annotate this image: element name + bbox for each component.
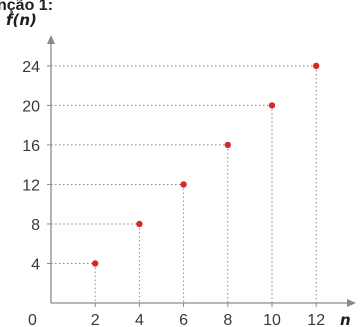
y-tick-label: 12 xyxy=(22,177,40,194)
x-tick-label: 8 xyxy=(223,312,232,327)
data-point xyxy=(92,260,99,267)
clipped-heading: nção 1: xyxy=(0,0,53,14)
x-tick-label: 2 xyxy=(91,312,100,327)
y-tick-label: 4 xyxy=(31,256,40,273)
y-tick-label: 16 xyxy=(22,138,40,155)
guide-lines xyxy=(51,65,317,303)
y-axis-title: f(n) xyxy=(6,11,37,29)
y-tick-label: 8 xyxy=(31,217,40,234)
data-point xyxy=(313,62,320,70)
data-point xyxy=(268,102,276,109)
data-point xyxy=(224,141,231,149)
origin-label: 0 xyxy=(28,312,37,327)
data-points xyxy=(92,62,320,267)
x-axis-title: n xyxy=(340,311,351,327)
y-tick-label: 24 xyxy=(22,59,40,76)
x-tick-label: 4 xyxy=(135,312,144,327)
x-tick-label: 6 xyxy=(179,312,188,327)
x-axis-arrow-icon xyxy=(347,299,356,307)
data-point xyxy=(136,220,143,228)
data-point xyxy=(180,181,187,188)
y-tick-label: 20 xyxy=(22,98,40,115)
x-tick-label: 10 xyxy=(263,312,281,327)
x-tick-label: 12 xyxy=(307,312,325,327)
y-axis-arrow-icon xyxy=(47,35,55,44)
